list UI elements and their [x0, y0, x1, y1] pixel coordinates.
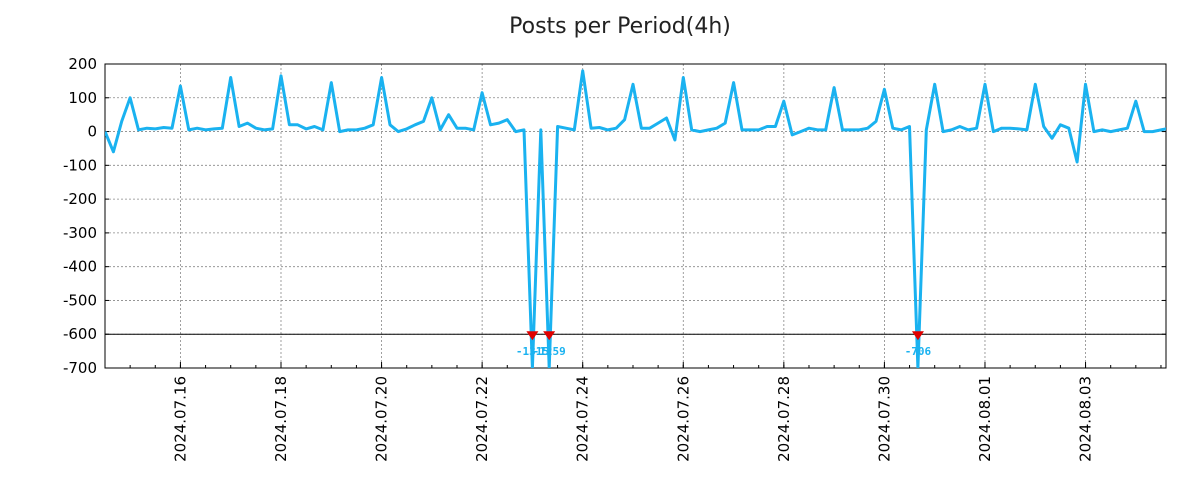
x-tick-label: 2024.07.30 [875, 376, 893, 462]
x-tick-label: 2024.07.22 [473, 376, 491, 462]
y-tick-label: -600 [63, 325, 97, 343]
y-tick-label: 0 [87, 123, 97, 141]
plot-frame [104, 63, 1167, 369]
x-tick-label: 2024.07.26 [674, 376, 692, 462]
clipped-marker [543, 331, 556, 341]
y-tick-label: 200 [68, 55, 97, 73]
clipped-markers: -1315-1259 -706 [516, 331, 932, 358]
y-tick-label: -400 [63, 258, 97, 276]
y-tick-label: 100 [68, 89, 97, 107]
x-tick-label: 2024.07.28 [775, 376, 793, 462]
clipped-value-label: -1259 [533, 345, 566, 358]
chart-title: Posts per Period(4h) [509, 14, 731, 39]
series-line [105, 69, 1166, 368]
x-tick-label: 2024.08.01 [976, 376, 994, 462]
y-tick-label: -300 [63, 224, 97, 242]
y-tick-label: -100 [63, 156, 97, 174]
clipped-value-label: -706 [905, 345, 932, 358]
clipped-marker [911, 331, 924, 341]
x-tick-label: 2024.08.03 [1077, 376, 1095, 462]
clipped-value-label: -1315 [516, 345, 549, 358]
x-tick-label: 2024.07.24 [574, 376, 592, 462]
x-tick-label: 2024.07.16 [171, 376, 189, 462]
x-tick-label: 2024.07.20 [373, 376, 391, 462]
y-tick-label: -500 [63, 291, 97, 309]
x-tick-label: 2024.07.18 [272, 376, 290, 462]
grid-lines [105, 64, 1166, 368]
clipped-marker [526, 331, 539, 341]
y-tick-label: -200 [63, 190, 97, 208]
series-layer [105, 69, 1166, 368]
tick-labels: 200 100 0 -100 -200 -300 -400 -500 -600 -700 2024.… [63, 55, 1095, 462]
y-tick-label: -700 [63, 359, 97, 377]
axes [104, 63, 1167, 369]
